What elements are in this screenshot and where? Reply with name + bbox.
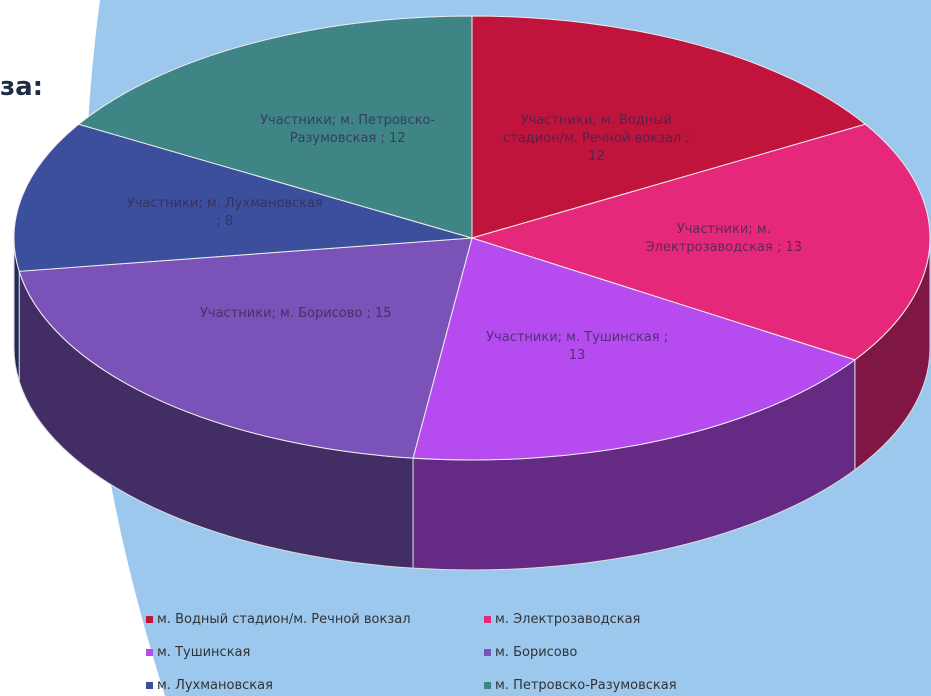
pie-slice <box>18 237 473 459</box>
legend-swatch <box>146 616 153 623</box>
heading: за: <box>0 72 44 102</box>
legend-label: м. Электрозаводская <box>495 612 641 627</box>
pie-slice <box>470 123 931 361</box>
pie-slice <box>412 237 856 461</box>
data-label: Участники; м. Электрозаводская ; 13 <box>645 221 803 255</box>
legend-label: м. Петровско-Разумовская <box>495 678 677 693</box>
legend-swatch <box>484 649 491 656</box>
data-label: Участники; м. Водный стадион/м. Речной в… <box>503 112 690 164</box>
legend-label: м. Тушинская <box>157 645 251 660</box>
legend-label: м. Лухмановская <box>157 678 273 693</box>
legend-item: м. Водный стадион/м. Речной вокзал <box>146 612 411 627</box>
pie-slice <box>13 123 473 272</box>
legend-label: м. Борисово <box>495 645 578 660</box>
data-label: Участники; м. Борисово ; 15 <box>199 306 392 322</box>
legend-item: м. Петровско-Разумовская <box>484 678 677 693</box>
legend-swatch <box>146 682 153 689</box>
pie-slice <box>77 15 473 239</box>
data-label: Участники; м. Петровско-Разумовская ; 12 <box>260 112 436 146</box>
legend-label: м. Водный стадион/м. Речной вокзал <box>157 612 411 627</box>
legend-item: м. Электрозаводская <box>484 612 640 627</box>
legend-swatch <box>484 682 491 689</box>
pie-slice <box>471 15 867 239</box>
data-label: Участники; м. Тушинская ; 13 <box>486 329 669 363</box>
legend-swatch <box>484 616 491 623</box>
legend-item: м. Борисово <box>484 645 577 660</box>
legend-item: м. Тушинская <box>146 645 250 660</box>
legend-item: м. Лухмановская <box>146 678 273 693</box>
legend-swatch <box>146 649 153 656</box>
data-label: Участники; м. Лухмановская ; 8 <box>126 195 323 229</box>
